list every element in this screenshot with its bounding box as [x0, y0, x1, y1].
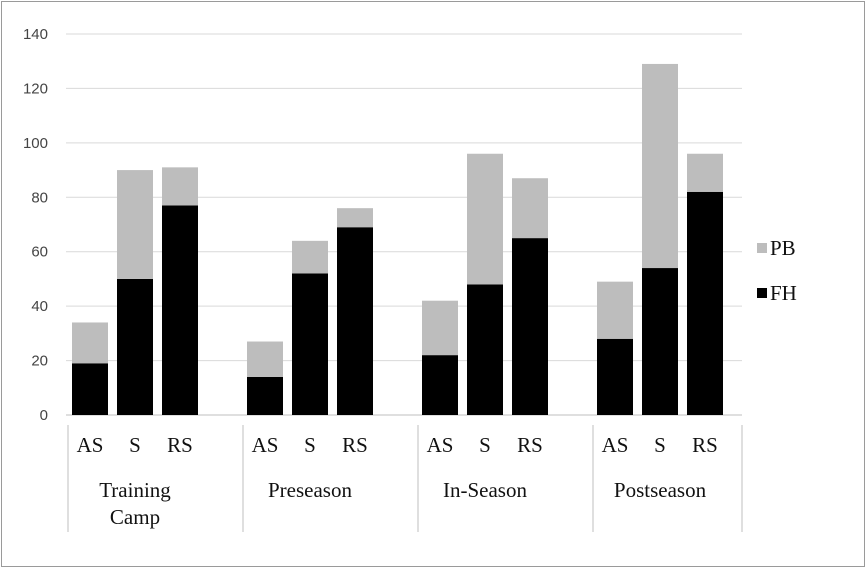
bar-pb — [467, 153, 503, 285]
y-tick-label: 140 — [23, 26, 48, 43]
bar-pb — [597, 281, 633, 339]
bars — [72, 63, 723, 415]
bar-fh — [512, 238, 548, 415]
bar-fh — [642, 268, 678, 415]
category-label: RS — [167, 433, 193, 457]
y-tick-label: 40 — [31, 298, 48, 315]
bar-pb — [162, 167, 198, 206]
category-label: RS — [517, 433, 543, 457]
bar-fh — [337, 227, 373, 415]
y-tick-label: 0 — [40, 407, 48, 424]
group-label: Preseason — [268, 478, 352, 502]
group-label: In-Season — [443, 478, 527, 502]
group-label: Postseason — [614, 478, 707, 502]
legend-swatch — [757, 243, 767, 253]
y-tick-label: 80 — [31, 189, 48, 206]
category-label: S — [129, 433, 141, 457]
group-label: Camp — [110, 505, 160, 529]
bar-fh — [72, 363, 108, 415]
legend: PB FH — [757, 236, 797, 305]
bar-fh — [117, 278, 153, 415]
bar-pb — [247, 341, 283, 377]
bar-fh — [467, 284, 503, 415]
legend-swatch — [757, 288, 767, 298]
bar-pb — [72, 322, 108, 364]
legend-label: FH — [770, 281, 797, 305]
group-label: Training — [99, 478, 171, 502]
bar-fh — [162, 205, 198, 415]
bar-pb — [512, 178, 548, 239]
x-axis: AS S RS Training Camp AS S RS Preseason AS S RS In-S… — [67, 425, 743, 532]
y-tick-label: 20 — [31, 353, 48, 370]
y-tick-label: 120 — [23, 80, 48, 97]
category-label: S — [654, 433, 666, 457]
bar-pb — [687, 153, 723, 192]
category-label: AS — [427, 433, 454, 457]
y-tick-label: 100 — [23, 135, 48, 152]
bar-pb — [422, 300, 458, 356]
category-label: AS — [77, 433, 104, 457]
y-axis-ticks: 0 20 40 60 80 100 120 140 — [23, 26, 48, 424]
bar-fh — [597, 338, 633, 415]
category-label: AS — [602, 433, 629, 457]
bar-pb — [292, 240, 328, 274]
bar-pb — [117, 170, 153, 279]
bar-fh — [422, 355, 458, 415]
bar-pb — [642, 63, 678, 269]
bar-fh — [687, 191, 723, 415]
y-tick-label: 60 — [31, 244, 48, 261]
category-label: RS — [692, 433, 718, 457]
category-label: S — [304, 433, 316, 457]
category-label: S — [479, 433, 491, 457]
bar-pb — [337, 208, 373, 228]
category-label: AS — [252, 433, 279, 457]
bar-fh — [247, 376, 283, 415]
category-label: RS — [342, 433, 368, 457]
legend-label: PB — [770, 236, 796, 260]
bar-fh — [292, 273, 328, 415]
